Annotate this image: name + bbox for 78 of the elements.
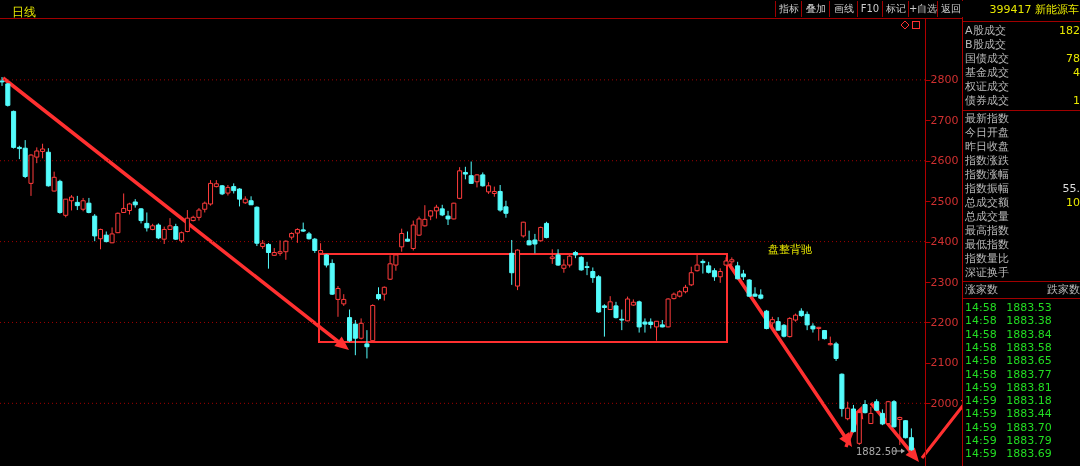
text: 10 — [1066, 196, 1080, 209]
candlestick — [845, 401, 851, 421]
annotation: 盘整背驰 — [768, 243, 812, 256]
y-tick-label: 2500 — [930, 194, 959, 208]
text: 指数振幅 — [965, 182, 1009, 195]
text: 返回 — [937, 1, 963, 17]
text: 债券成交 — [965, 94, 1009, 107]
candlestick — [399, 228, 405, 253]
text: 182 — [1059, 24, 1080, 37]
candlestick — [700, 258, 706, 275]
text: 涨家数 — [965, 283, 998, 296]
text: 跌家数 — [1047, 283, 1080, 296]
text: 国债成交 — [965, 52, 1009, 65]
text: 14:59 1883.81 — [965, 380, 1052, 394]
text: 昨日收盘 — [965, 140, 1009, 153]
candlestick — [468, 161, 474, 185]
y-tick-label: 2800 — [930, 73, 959, 87]
y-tick-label: 2100 — [930, 356, 959, 370]
text: 今日开盘 — [965, 126, 1009, 139]
text: 指标 — [775, 1, 801, 17]
text: 14:58 1883.84 — [965, 327, 1052, 341]
candlestick — [654, 320, 660, 342]
candlestick — [144, 211, 150, 232]
text: F10 — [857, 1, 882, 17]
text: 指数量比 — [965, 252, 1009, 265]
text: A股成交 — [965, 24, 1006, 37]
candlestick — [265, 242, 271, 270]
text: 总成交量 — [965, 210, 1009, 223]
text: 14:58 1883.38 — [965, 314, 1052, 328]
text: +自选 — [908, 1, 938, 17]
annotation: 日线 — [12, 5, 36, 19]
y-tick-label: 2600 — [930, 154, 959, 168]
text: 14:59 1883.70 — [965, 420, 1052, 434]
text: 399417 新能源车 — [989, 3, 1079, 16]
y-tick-label: 2700 — [930, 113, 959, 127]
text: 基金成交 — [965, 66, 1009, 79]
text: 14:58 1883.77 — [965, 367, 1052, 381]
candlestick — [248, 195, 254, 206]
text: 4 — [1073, 66, 1080, 79]
candlestick — [885, 400, 891, 426]
text: 叠加 — [801, 1, 829, 17]
candlestick — [92, 213, 98, 242]
text: 14:59 1883.79 — [965, 434, 1052, 447]
y-tick-label: 2200 — [930, 315, 959, 329]
text: B股成交 — [965, 38, 1006, 51]
candlestick — [364, 329, 370, 359]
annotation: 1882.50 — [856, 445, 898, 458]
candlestick — [5, 82, 11, 108]
candlestick — [850, 404, 856, 433]
text: 78 — [1066, 52, 1080, 65]
text: 权证成交 — [965, 80, 1009, 93]
text: 指数涨跌 — [965, 154, 1009, 167]
candlestick — [897, 416, 903, 446]
text: 55. — [1062, 182, 1080, 195]
candlestick — [51, 171, 57, 192]
candlestick — [694, 254, 700, 273]
text: 最高指数 — [965, 224, 1009, 237]
y-tick-label: 2300 — [930, 275, 959, 289]
text: 画线 — [829, 1, 857, 17]
text: 14:58 1883.58 — [965, 340, 1052, 354]
text: 14:58 1883.65 — [965, 354, 1052, 368]
text: 指数涨幅 — [965, 168, 1009, 181]
y-tick-label: 2000 — [930, 396, 959, 410]
candlestick — [509, 239, 515, 286]
text: 最低指数 — [965, 238, 1009, 251]
text: 14:59 1883.18 — [965, 394, 1052, 408]
candlestick — [619, 309, 625, 331]
text: 深证换手 — [965, 266, 1009, 279]
y-tick-label: 2400 — [930, 235, 959, 249]
text: 14:59 1883.44 — [965, 407, 1052, 421]
text: 1 — [1073, 94, 1080, 107]
text: 14:59 1883.69 — [965, 447, 1052, 461]
text: 最新指数 — [965, 112, 1009, 125]
candlestick — [0, 76, 5, 87]
text: 14:58 1883.53 — [965, 301, 1052, 314]
text: 标记 — [882, 1, 908, 17]
candlestick — [833, 341, 839, 362]
text: 总成交额 — [965, 196, 1009, 209]
